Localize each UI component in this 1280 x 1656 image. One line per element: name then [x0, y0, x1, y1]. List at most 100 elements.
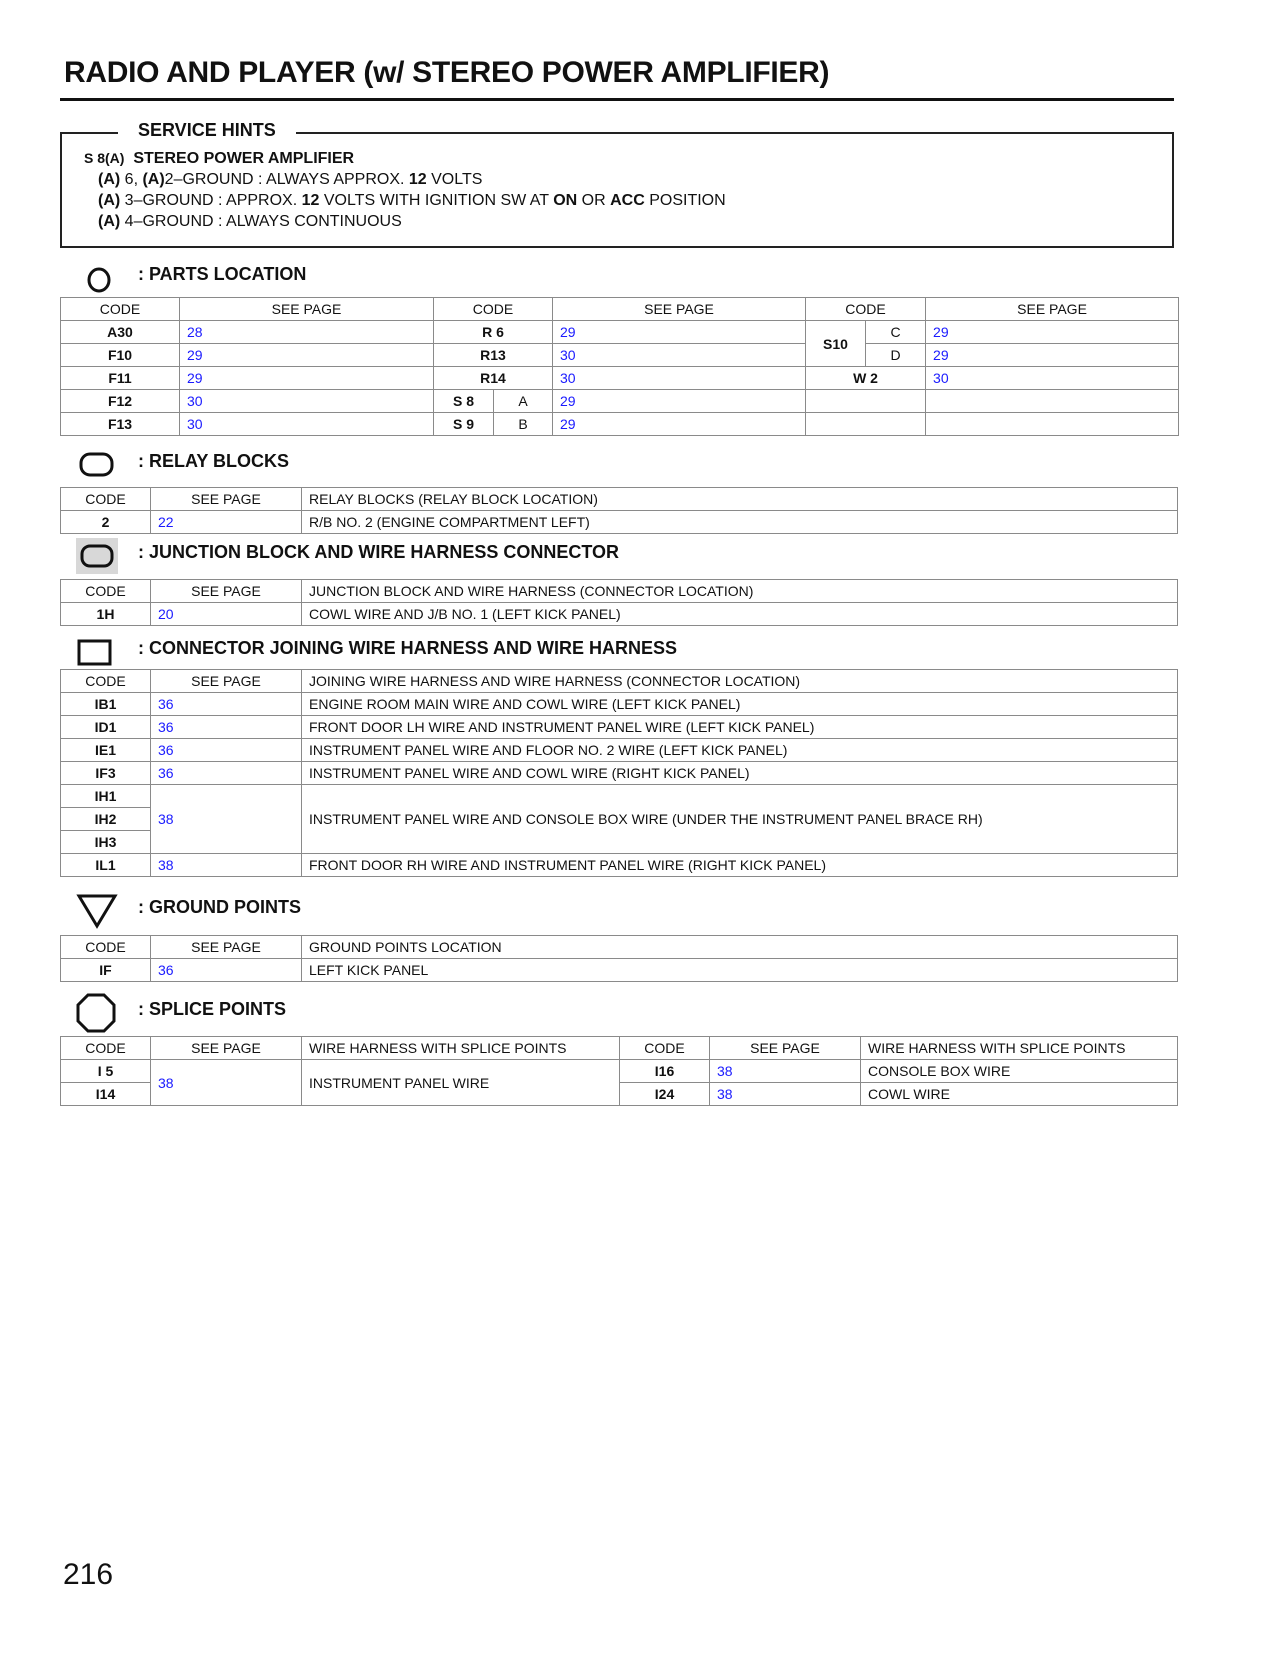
code-cell: F12 [60, 389, 180, 413]
hint-connector-code: S 8(A) [84, 150, 125, 166]
page-link[interactable]: 29 [552, 389, 807, 413]
header-cell: CODE [60, 669, 151, 693]
code-cell: F11 [60, 366, 180, 390]
code-cell: 1H [60, 602, 151, 626]
triangle-down-icon [76, 894, 118, 929]
parts-location-table: CODE SEE PAGE CODE SEE PAGE CODE SEE PAG… [60, 297, 1180, 436]
splice-points-heading: : SPLICE POINTS [138, 999, 287, 1019]
connector-joining-table: CODE SEE PAGE JOINING WIRE HARNESS AND W… [60, 669, 1178, 877]
page-link[interactable]: 29 [179, 366, 434, 390]
location-cell: ENGINE ROOM MAIN WIRE AND COWL WIRE (LEF… [301, 692, 1178, 716]
page-link[interactable]: 30 [552, 366, 807, 390]
hint-line: (A) 4–GROUND : ALWAYS CONTINUOUS [98, 213, 402, 231]
table-row: F10 29 R13 30 D 29 [60, 343, 1180, 367]
relay-blocks-table: CODE SEE PAGE RELAY BLOCKS (RELAY BLOCK … [60, 487, 1178, 534]
header-cell: JUNCTION BLOCK AND WIRE HARNESS (CONNECT… [301, 579, 1178, 603]
page-link[interactable]: 38 [709, 1059, 861, 1083]
page-link[interactable]: 28 [179, 320, 434, 344]
connector-joining-heading: : CONNECTOR JOINING WIRE HARNESS AND WIR… [138, 638, 678, 658]
code-cell: W 2 [805, 366, 927, 390]
page-link[interactable]: 36 [150, 692, 302, 716]
parts-location-heading: : PARTS LOCATION [138, 264, 307, 284]
hint-text: 4–GROUND : ALWAYS CONTINUOUS [120, 213, 402, 230]
table-row: 1H 20 COWL WIRE AND J/B NO. 1 (LEFT KICK… [60, 602, 1178, 626]
sub-code-cell: C [865, 320, 927, 344]
table-row: 2 22 R/B NO. 2 (ENGINE COMPARTMENT LEFT) [60, 510, 1178, 534]
table-row: IF3 36 INSTRUMENT PANEL WIRE AND COWL WIRE… [60, 761, 1178, 785]
location-cell: FRONT DOOR RH WIRE AND INSTRUMENT PANEL … [301, 853, 1178, 877]
sub-code-cell: A [492, 389, 554, 413]
page-link[interactable]: 38 [150, 1059, 302, 1106]
location-cell: COWL WIRE AND J/B NO. 1 (LEFT KICK PANEL… [301, 602, 1178, 626]
code-cell: IB1 [60, 692, 151, 716]
page-link[interactable]: 30 [552, 343, 807, 367]
page-title: RADIO AND PLAYER (w/ STEREO POWER AMPLIF… [64, 56, 830, 89]
header-cell: WIRE HARNESS WITH SPLICE POINTS [301, 1036, 620, 1060]
header-cell: SEE PAGE [150, 1036, 302, 1060]
page-link[interactable]: 38 [150, 784, 302, 854]
page-link[interactable]: 29 [925, 343, 1180, 367]
page-link[interactable]: 36 [150, 715, 302, 739]
page-link[interactable]: 30 [179, 389, 434, 413]
header-cell: SEE PAGE [150, 487, 302, 511]
code-cell: F13 [60, 412, 180, 436]
header-cell: SEE PAGE [150, 935, 302, 959]
code-cell: IH1 [60, 784, 151, 808]
table-row: IE1 36 INSTRUMENT PANEL WIRE AND FLOOR NO.… [60, 738, 1178, 762]
title-rule [60, 98, 1174, 101]
table-row: I14 I24 38 COWL WIRE [60, 1082, 1178, 1106]
empty-cell [805, 412, 927, 436]
hint-line: (A) 3–GROUND : APPROX. 12 VOLTS WITH IGN… [98, 192, 726, 210]
hint-text: (A) [98, 171, 121, 188]
code-cell: S 9 [433, 412, 494, 436]
header-cell: SEE PAGE [150, 579, 302, 603]
page-link[interactable]: 29 [925, 320, 1180, 344]
wire-harness-cell: COWL WIRE [860, 1082, 1178, 1106]
table-row: A30 28 R 6 29 S10 C 29 [60, 320, 1180, 367]
hint-text: (A) [98, 213, 121, 230]
page-link[interactable]: 36 [150, 761, 302, 785]
code-cell: R13 [432, 343, 554, 367]
code-cell: IF3 [60, 761, 151, 785]
page-link[interactable]: 20 [150, 602, 302, 626]
header-cell: RELAY BLOCKS (RELAY BLOCK LOCATION) [301, 487, 1178, 511]
page-link[interactable]: 36 [150, 738, 302, 762]
code-cell: I16 [619, 1059, 710, 1083]
hint-text: OR [577, 192, 611, 209]
header-cell: CODE [60, 297, 180, 321]
page-link[interactable]: 29 [179, 343, 434, 367]
header-cell: CODE [432, 297, 554, 321]
table-row: ID1 36 FRONT DOOR LH WIRE AND INSTRUMENT P… [60, 715, 1178, 739]
table-row: I 5 38 INSTRUMENT PANEL WIRE I16 38 CONS… [60, 1059, 1178, 1106]
page-link[interactable]: 38 [150, 853, 302, 877]
page-link[interactable]: 36 [150, 958, 302, 982]
ground-points-table: CODE SEE PAGE GROUND POINTS LOCATION IF … [60, 935, 1178, 982]
wire-harness-cell: INSTRUMENT PANEL WIRE [301, 1059, 620, 1106]
page-link[interactable]: 38 [709, 1082, 861, 1106]
page-link[interactable]: 29 [552, 320, 807, 344]
shaded-rounded-rectangle-icon [76, 538, 118, 574]
page-link[interactable]: 30 [179, 412, 434, 436]
code-cell: I14 [60, 1082, 151, 1106]
rounded-rectangle-icon [79, 452, 114, 477]
code-cell: 2 [60, 510, 151, 534]
page-link[interactable]: 30 [925, 366, 1180, 390]
location-cell: FRONT DOOR LH WIRE AND INSTRUMENT PANEL … [301, 715, 1178, 739]
page-link[interactable]: 22 [150, 510, 302, 534]
empty-cell [925, 389, 1180, 413]
hint-text: 3–GROUND : APPROX. [120, 192, 302, 209]
hint-text: VOLTS [426, 171, 483, 188]
hint-text: ON [553, 192, 578, 209]
table-row: IF 36 LEFT KICK PANEL [60, 958, 1178, 982]
code-cell: I24 [619, 1082, 710, 1106]
header-cell: CODE [60, 1036, 151, 1060]
page-number: 216 [63, 1558, 114, 1591]
hint-text: 6, [120, 171, 143, 188]
location-cell: INSTRUMENT PANEL WIRE AND CONSOLE BOX WI… [301, 784, 1178, 854]
table-header-row: CODE SEE PAGE CODE SEE PAGE CODE SEE PAG… [60, 297, 1180, 321]
sub-code-cell: D [865, 343, 927, 367]
location-cell: INSTRUMENT PANEL WIRE AND FLOOR NO. 2 WI… [301, 738, 1178, 762]
hint-text: 12 [301, 192, 320, 209]
page-link[interactable]: 29 [552, 412, 807, 436]
table-header-row: CODE SEE PAGE JUNCTION BLOCK AND WIRE HA… [60, 579, 1178, 603]
